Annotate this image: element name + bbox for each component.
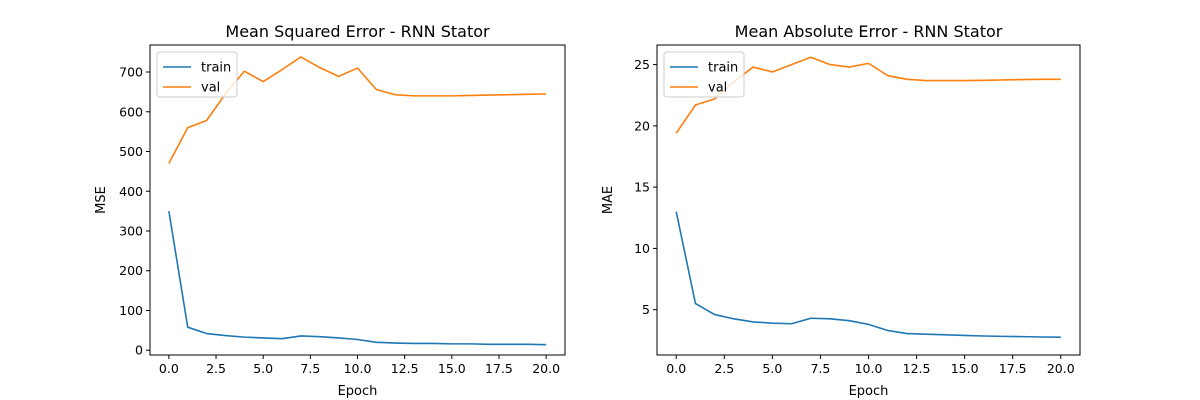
mse-x-tick-label: 7.5 [300, 361, 320, 376]
mae-x-tick-label: 7.5 [810, 361, 830, 376]
mse-y-tick-label: 400 [119, 184, 143, 199]
mse-chart-title: Mean Squared Error - RNN Stator [225, 22, 490, 41]
mae-y-tick-label: 15 [634, 180, 650, 195]
mse-x-tick-label: 2.5 [206, 361, 226, 376]
mae-x-tick-label: 15.0 [951, 361, 979, 376]
mse-y-axis-label: MSE [94, 186, 109, 214]
mae-y-tick-label: 20 [634, 118, 650, 133]
mae-x-axis-label: Epoch [849, 384, 889, 399]
mse-x-tick-label: 12.5 [391, 361, 419, 376]
mae-chart-title: Mean Absolute Error - RNN Stator [735, 22, 1003, 41]
mae-y-tick-label: 10 [634, 241, 650, 256]
mae-y-axis-label: MAE [601, 186, 616, 214]
mae-train-line [675, 211, 1061, 339]
mse-x-axis-label: Epoch [338, 384, 378, 399]
mae-x-tick-label: 20.0 [1047, 361, 1075, 376]
mse-y-tick-label: 100 [119, 303, 143, 318]
mse-y-tick-label: 500 [119, 144, 143, 159]
mae-y-tick-label: 5 [642, 302, 650, 317]
mse-legend-train-label: train [201, 61, 231, 76]
mse-x-tick-label: 5.0 [253, 361, 273, 376]
mse-x-tick-label: 17.5 [485, 361, 513, 376]
mse-x-tick-label: 15.0 [438, 361, 466, 376]
mae-x-tick-label: 5.0 [762, 361, 782, 376]
mae-legend-train-label: train [708, 61, 738, 76]
mse-y-tick-label: 300 [119, 224, 143, 239]
mse-legend [156, 51, 238, 98]
mse-train-line [168, 211, 547, 346]
mse-x-tick-label: 20.0 [532, 361, 560, 376]
mse-y-tick-label: 200 [119, 263, 143, 278]
mae-legend [663, 51, 745, 98]
mae-legend-val-label: val [708, 81, 727, 96]
mse-y-tick-label: 0 [135, 343, 143, 358]
mse-y-tick-label: 700 [119, 65, 143, 80]
mae-x-tick-label: 17.5 [999, 361, 1027, 376]
mse-x-tick-label: 0.0 [159, 361, 179, 376]
mae-y-tick-label: 25 [634, 57, 650, 72]
mse-chart-panel: Mean Squared Error - RNN Stator 0.0 2.5 5.0… [94, 22, 566, 399]
mae-x-tick-label: 12.5 [903, 361, 931, 376]
mse-y-tick-label: 600 [119, 104, 143, 119]
mae-x-tick-label: 2.5 [714, 361, 734, 376]
mae-x-tick-label: 10.0 [855, 361, 883, 376]
mse-x-tick-label: 10.0 [344, 361, 372, 376]
mse-legend-val-label: val [201, 81, 220, 96]
mae-chart-panel: Mean Absolute Error - RNN Stator 0.0 2.5 5.… [601, 22, 1081, 399]
mae-x-tick-label: 0.0 [666, 361, 686, 376]
